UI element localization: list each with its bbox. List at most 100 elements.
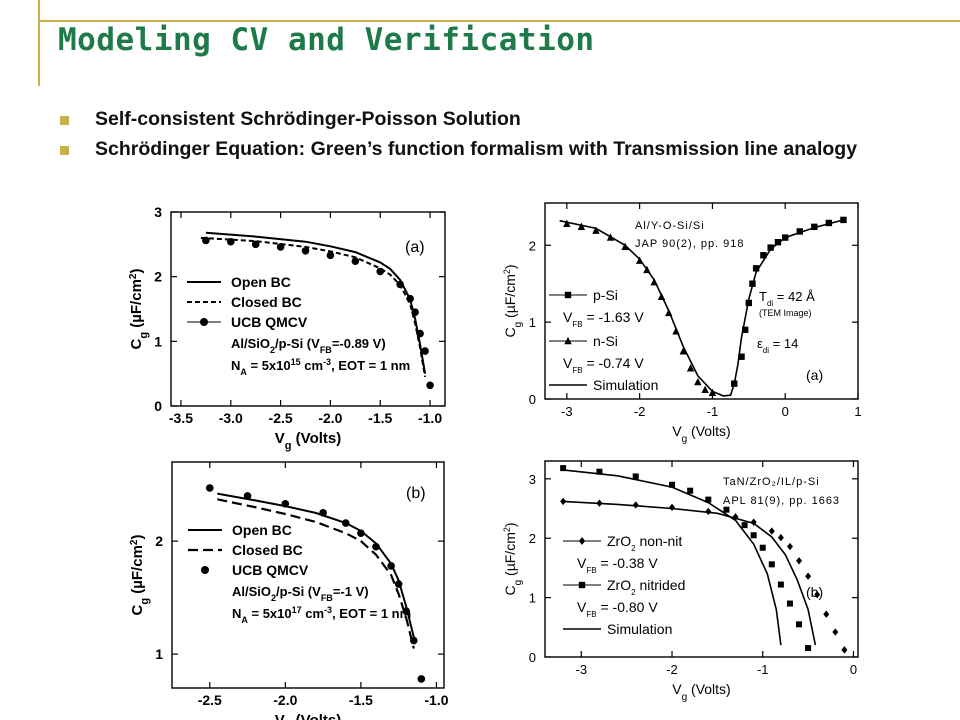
series-point-n-si bbox=[606, 233, 615, 241]
y-axis-label: Cg (µF/cm2) bbox=[129, 535, 152, 616]
x-tick-label: -2.5 bbox=[269, 410, 293, 426]
series-point-ucb-qmcv bbox=[409, 636, 418, 645]
series-line-open-bc bbox=[217, 492, 415, 638]
series-point-zro2-non-nit bbox=[823, 610, 830, 618]
bullet-text: Schrödinger Equation: Green’s function f… bbox=[95, 138, 858, 160]
series-point-zro2-non-nit bbox=[632, 501, 639, 509]
series-point-ucb-qmcv bbox=[402, 607, 411, 615]
series-point-ucb-qmcv bbox=[319, 509, 327, 517]
x-tick-label: -1 bbox=[707, 404, 719, 419]
x-axis-label: Vg (Volts) bbox=[275, 430, 341, 452]
series-point-p-si bbox=[796, 228, 803, 235]
series-point-zro2-nitrided bbox=[777, 581, 784, 588]
y-tick-label: 1 bbox=[529, 315, 536, 330]
series-point-n-si bbox=[621, 242, 629, 251]
series-point-zro2-nitrided bbox=[687, 487, 694, 494]
legend-label: Simulation bbox=[607, 621, 672, 637]
x-tick-label: -3 bbox=[576, 662, 588, 677]
slide-title: Modeling CV and Verification bbox=[58, 22, 595, 58]
y-tick-label: 2 bbox=[155, 533, 163, 549]
series-point-zro2-non-nit bbox=[768, 527, 775, 535]
bullet-item: Self-consistent Schrödinger-Poisson Solu… bbox=[60, 108, 880, 130]
legend-label: n-Si bbox=[593, 333, 618, 349]
legend-label: Simulation bbox=[593, 377, 658, 393]
x-tick-label: -1.5 bbox=[349, 692, 373, 708]
series-point-n-si bbox=[679, 347, 688, 355]
series-point-zro2-nitrided bbox=[741, 522, 748, 529]
series-point-zro2-non-nit bbox=[560, 497, 567, 506]
series-point-n-si bbox=[701, 385, 709, 393]
legend-marker-ucb bbox=[200, 318, 208, 326]
plot-frame-2 bbox=[544, 202, 859, 400]
series-point-ucb-qmcv bbox=[416, 329, 424, 338]
plot-frame-1 bbox=[171, 461, 445, 689]
x-tick-label: -3 bbox=[561, 404, 573, 419]
series-point-n-si bbox=[708, 388, 717, 397]
series-line-closed-bc bbox=[200, 236, 427, 378]
legend-marker-non-nit bbox=[578, 537, 586, 545]
annotation-thickness: Tdi = 42 Å bbox=[759, 289, 815, 308]
legend-marker-ucb bbox=[201, 566, 209, 574]
series-line-simulation bbox=[563, 469, 782, 646]
x-tick-label: -1.5 bbox=[368, 410, 392, 426]
series-point-p-si bbox=[774, 239, 782, 246]
series-point-p-si bbox=[840, 216, 847, 224]
series-point-ucb-qmcv bbox=[276, 243, 285, 251]
legend-label: ZrO2 non-nit bbox=[607, 533, 682, 553]
y-axis-label: Cg (µF/cm2) bbox=[128, 269, 151, 350]
series-line-closed-bc bbox=[217, 498, 415, 649]
series-point-zro2-non-nit bbox=[669, 503, 676, 512]
chart-header-line: Al/Y-O-Si/Si bbox=[635, 220, 705, 232]
panel-label: (a) bbox=[806, 367, 823, 383]
series-point-ucb-qmcv bbox=[396, 280, 404, 289]
legend-label: VFB = -0.38 V bbox=[577, 555, 658, 575]
y-tick-label: 2 bbox=[529, 531, 536, 546]
annotation-device: Al/SiO2/p-Si (VFB=-0.89 V) bbox=[231, 336, 386, 355]
header-rule bbox=[38, 20, 960, 22]
annotation-device: Al/SiO2/p-Si (VFB=-1 V) bbox=[232, 584, 369, 603]
annotation-tem: (TEM Image) bbox=[759, 308, 812, 318]
annotation-permittivity: εdi = 14 bbox=[757, 336, 798, 355]
series-point-ucb-qmcv bbox=[281, 500, 290, 508]
series-point-ucb-qmcv bbox=[357, 529, 365, 537]
series-point-n-si bbox=[592, 226, 600, 234]
legend-label: UCB QMCV bbox=[231, 314, 308, 330]
panel-label: (a) bbox=[405, 239, 425, 256]
legend-label: ZrO2 nitrided bbox=[607, 577, 685, 597]
series-point-ucb-qmcv bbox=[411, 308, 419, 317]
series-point-zro2-nitrided bbox=[723, 506, 730, 513]
y-tick-label: 0 bbox=[529, 392, 536, 407]
series-point-n-si bbox=[694, 377, 702, 386]
x-tick-label: -2.5 bbox=[198, 692, 222, 708]
series-point-zro2-nitrided bbox=[759, 544, 766, 551]
y-tick-label: 0 bbox=[154, 398, 162, 414]
series-point-n-si bbox=[563, 219, 571, 227]
series-point-ucb-qmcv bbox=[226, 237, 235, 246]
series-point-n-si bbox=[577, 222, 586, 231]
series-line-simulation bbox=[563, 500, 817, 646]
series-point-ucb-qmcv bbox=[417, 675, 426, 683]
y-tick-label: 1 bbox=[155, 646, 163, 662]
annotation-doping: NA = 5x1017 cm-3, EOT = 1 nm bbox=[232, 605, 411, 625]
panel-label: (b) bbox=[406, 485, 426, 502]
series-point-zro2-non-nit bbox=[777, 533, 784, 542]
y-axis-label: Cg (µF/cm2) bbox=[502, 264, 524, 337]
series-line-simulation bbox=[559, 219, 844, 397]
series-point-ucb-qmcv bbox=[421, 347, 429, 355]
bullet-square-icon bbox=[60, 146, 69, 155]
legend-label: VFB = -1.63 V bbox=[563, 309, 644, 329]
series-point-zro2-nitrided bbox=[560, 465, 567, 472]
series-point-zro2-nitrided bbox=[669, 481, 676, 488]
bullet-list: Self-consistent Schrödinger-Poisson Solu… bbox=[60, 108, 880, 168]
series-point-p-si bbox=[767, 244, 774, 251]
series-point-ucb-qmcv bbox=[205, 484, 214, 492]
x-tick-label: -3.5 bbox=[169, 410, 193, 426]
bullet-square-icon bbox=[60, 116, 69, 125]
y-tick-label: 2 bbox=[529, 238, 536, 253]
series-point-ucb-qmcv bbox=[202, 236, 210, 245]
series-point-n-si bbox=[643, 265, 651, 274]
annotation-doping: NA = 5x1015 cm-3, EOT = 1 nm bbox=[231, 357, 410, 377]
series-point-zro2-non-nit bbox=[732, 513, 739, 521]
x-tick-label: -1 bbox=[757, 662, 769, 677]
series-point-zro2-non-nit bbox=[705, 507, 712, 516]
